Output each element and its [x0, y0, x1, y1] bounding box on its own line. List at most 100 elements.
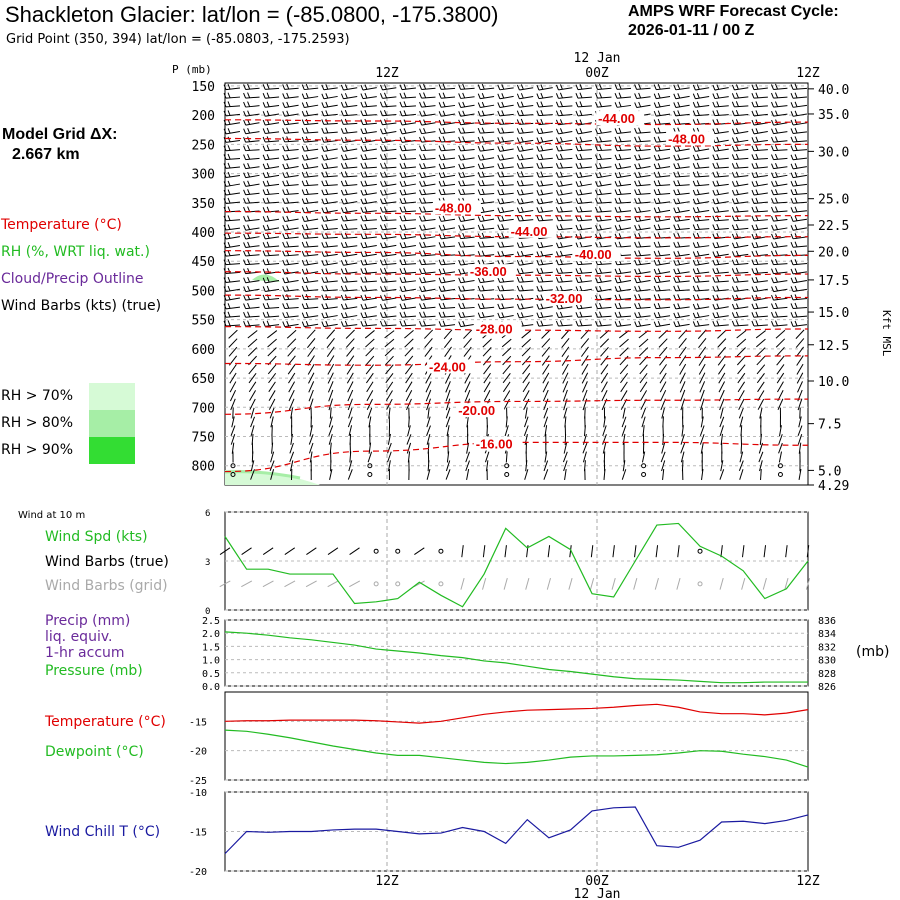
wind-barb: [751, 110, 768, 117]
legend-wind-barbs-grid: Wind Barbs (grid): [45, 578, 168, 594]
wind-barb: [419, 171, 436, 179]
wind-barb: [712, 153, 729, 161]
wind-barb-true: [720, 545, 723, 558]
wind-barb: [673, 268, 690, 275]
isotherm-line: [224, 119, 809, 126]
wind-barb: [795, 338, 805, 348]
wind-barb: [223, 197, 241, 204]
isotherm-label-bg: [666, 131, 715, 146]
wind-barb: [562, 389, 568, 402]
wind-barb: [731, 136, 749, 144]
wind-barb: [379, 267, 397, 274]
wind-barb: [399, 189, 416, 196]
wind-barb: [614, 285, 632, 292]
wind-barb: [228, 338, 238, 348]
legend-liq-equiv: liq. equiv.: [45, 629, 113, 645]
wind-barb: [438, 154, 456, 161]
wind-barb: [634, 268, 651, 275]
wind-barb: [505, 451, 508, 463]
wind-barb: [562, 381, 569, 393]
wind-barb: [673, 171, 690, 178]
wind-barb: [595, 189, 612, 196]
wind-barb: [360, 259, 377, 266]
wind-barb: [659, 364, 667, 375]
wind-barb: [543, 416, 549, 428]
wind-barb: [223, 171, 240, 179]
rh-patch-lower: [225, 469, 320, 485]
wind-barb: [419, 83, 436, 90]
wind-barb: [346, 355, 355, 366]
wind-barb: [756, 355, 766, 366]
wind-barb: [270, 451, 275, 463]
forecast-cycle-value: 2026-01-11 / 00 Z: [628, 22, 755, 39]
forecast-cycle-label: AMPS WRF Forecast Cycle:: [628, 3, 839, 20]
wind-barb: [248, 372, 257, 384]
wind-barb-grid: [482, 577, 487, 590]
wind-barb: [243, 145, 260, 152]
wind-barb: [692, 268, 710, 275]
wind-barb: [543, 398, 549, 411]
wind-barb: [250, 460, 255, 472]
wind-barb: [426, 398, 431, 411]
wind-barb: [223, 145, 241, 152]
wind-barb: [309, 425, 313, 437]
wind-barb: [379, 259, 397, 266]
wind-barb: [419, 180, 436, 187]
wind-barb: [731, 285, 749, 292]
wind-barb: [542, 372, 550, 384]
wind-barb: [634, 320, 651, 328]
wind-barb: [673, 145, 690, 152]
wind-barb: [309, 451, 313, 463]
wind-barb: [379, 110, 397, 117]
wind-barb: [458, 145, 475, 152]
wind-barb: [673, 250, 690, 257]
wind-barb: [563, 407, 568, 419]
wind-barb: [345, 338, 355, 348]
wind-barb: [562, 363, 569, 375]
wind-barb: [262, 268, 280, 275]
wind-barb: [712, 162, 729, 169]
wind-barb: [614, 224, 632, 231]
wind-barb-true: [461, 545, 464, 558]
wind-barb: [380, 136, 397, 144]
wind-barb: [327, 363, 335, 375]
pressure-tick-label: 800: [192, 460, 215, 475]
windchill-tick-label: -10: [189, 788, 207, 799]
wind-barb: [458, 171, 475, 178]
wind-barb: [634, 294, 651, 301]
wind-barb: [301, 302, 319, 310]
wind-barb: [555, 153, 573, 160]
wind-barb: [443, 337, 453, 349]
wind-barb: [477, 92, 495, 100]
wind-barb: [243, 267, 260, 275]
wind-barb: [692, 101, 710, 108]
wind-barb: [262, 92, 280, 99]
wind-barb: [497, 207, 514, 214]
wind-barb: [798, 468, 802, 480]
wind-barb: [614, 154, 632, 161]
wind-barb: [270, 469, 275, 480]
wind-barb: [399, 101, 416, 108]
wind-barb: [751, 101, 768, 108]
wind-barb: [614, 188, 632, 196]
wind-barb: [406, 442, 412, 454]
wind-barb: [223, 320, 241, 327]
wind-barb: [790, 163, 807, 170]
wind-barb: [678, 338, 687, 348]
wind-barb: [777, 398, 784, 411]
wind-barb: [223, 110, 241, 117]
wind-barb: [379, 153, 397, 160]
wind-barb: [653, 154, 671, 161]
wind-barb: [321, 180, 338, 187]
wind-barb: [328, 416, 333, 428]
wind-barb: [536, 84, 553, 91]
wind-barb: [697, 329, 707, 340]
wind-barb: [679, 372, 686, 384]
wind-barb: [444, 346, 452, 357]
wind-barb: [301, 180, 319, 187]
wind-barb: [419, 128, 436, 135]
wind-barb: [301, 215, 319, 222]
wind-barb: [321, 224, 338, 231]
windchill-line: [224, 806, 809, 855]
kft-tick-label: 30.0: [818, 145, 849, 160]
